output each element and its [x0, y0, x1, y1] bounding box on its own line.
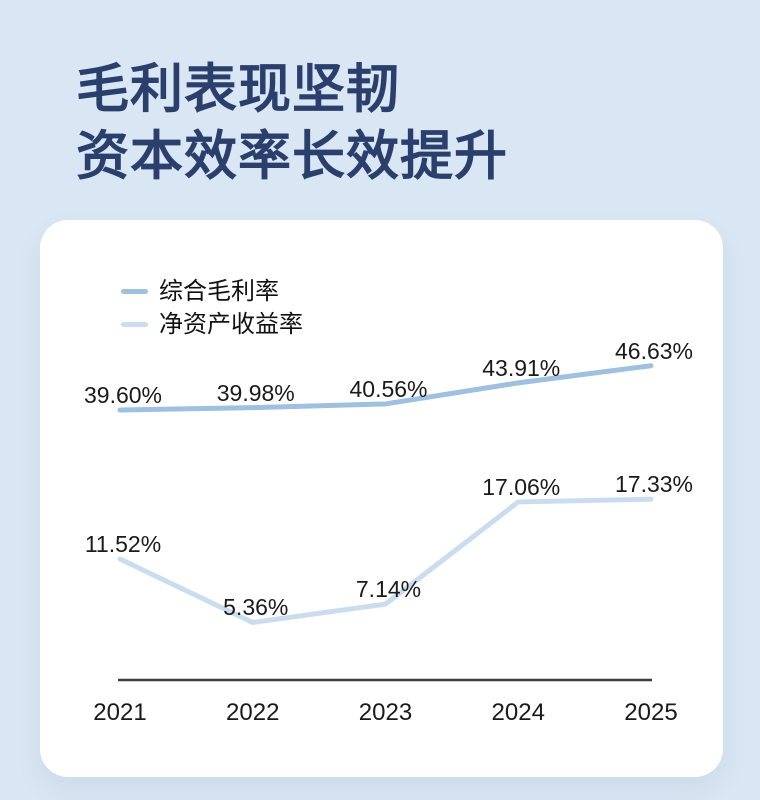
- data-label: 43.91%: [482, 354, 561, 381]
- chart-legend: 综合毛利率 净资产收益率: [121, 275, 303, 341]
- page-title-line-2: 资本效率长效提升: [76, 127, 508, 186]
- legend-item-gross-margin: 综合毛利率: [121, 275, 303, 308]
- x-axis-label: 2021: [93, 699, 147, 726]
- data-label: 17.33%: [614, 471, 694, 498]
- data-label: 39.60%: [83, 382, 163, 408]
- x-axis-label: 2022: [226, 699, 280, 726]
- legend-label-roe: 净资产收益率: [159, 310, 303, 338]
- legend-item-roe: 净资产收益率: [121, 308, 303, 341]
- x-axis-label: 2023: [358, 699, 413, 726]
- data-label: 5.36%: [223, 594, 289, 621]
- page-title-line-1: 毛利表现坚韧: [76, 60, 400, 119]
- data-label: 7.14%: [355, 576, 422, 603]
- data-label: 17.06%: [482, 473, 561, 500]
- page-title: 毛利表现坚韧 资本效率长效提升: [76, 56, 508, 190]
- series1-line-icon: [121, 289, 148, 294]
- data-label: 46.63%: [614, 337, 694, 364]
- series2-line-icon: [121, 322, 148, 327]
- x-axis-label: 2024: [491, 699, 545, 726]
- data-label: 40.56%: [349, 375, 428, 402]
- data-label: 11.52%: [84, 531, 162, 557]
- x-axis-label: 2025: [624, 699, 678, 726]
- data-label: 39.98%: [216, 379, 295, 406]
- legend-label-gross-margin: 综合毛利率: [159, 277, 279, 305]
